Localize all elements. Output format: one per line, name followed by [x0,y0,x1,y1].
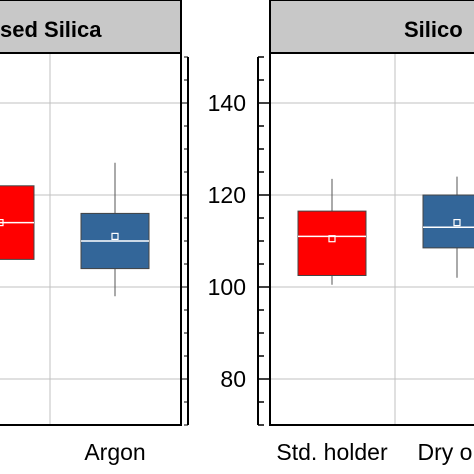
y-tick-label: 120 [208,182,246,208]
x-tick-label: Argon [84,439,145,465]
y-tick-label: 80 [220,366,246,392]
x-tick-label: Dry o [418,439,473,465]
box-mean-marker [0,219,4,227]
right-panel: Silico Std. holder Dry o [269,0,474,465]
y-tick-label: 100 [208,274,246,300]
box-mean-marker [111,232,119,240]
right-panel-title: Silico [404,17,463,42]
box-mean-marker [328,235,336,243]
right-title-strip [269,0,474,54]
left-panel-title: sed Silica [0,17,102,42]
box-mean-marker [453,219,461,227]
left-panel: sed Silica rArgon [0,0,182,465]
box-iqr [297,210,367,277]
shared-y-axis: 80 100 120 140 [180,56,270,426]
x-tick-label: Std. holder [276,439,388,465]
box-iqr [422,194,474,249]
y-tick-label: 140 [208,90,246,116]
left-title-strip [0,0,182,54]
